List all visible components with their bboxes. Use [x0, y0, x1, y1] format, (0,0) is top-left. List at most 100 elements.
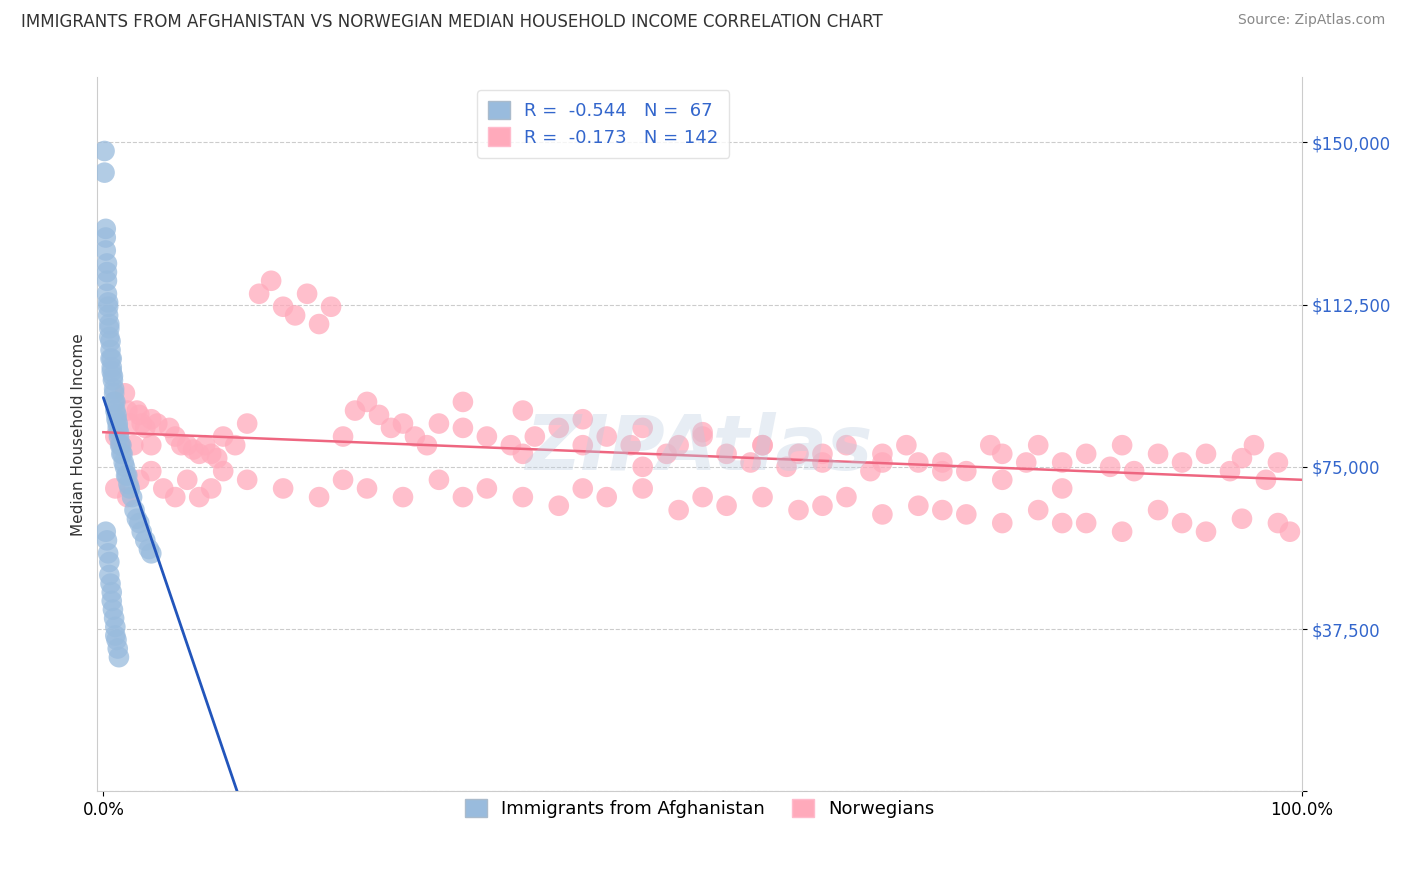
Point: [835, 490, 858, 504]
Point: [146, 417, 169, 431]
Point: [117, 403, 139, 417]
Point: [811, 499, 834, 513]
Point: [96, 274, 118, 288]
Point: [194, 438, 217, 452]
Point: [475, 429, 498, 443]
Point: [571, 438, 593, 452]
Point: [668, 503, 690, 517]
Point: [872, 455, 894, 469]
Point: [98, 568, 121, 582]
Point: [134, 533, 156, 548]
Point: [97, 295, 120, 310]
Point: [104, 620, 127, 634]
Point: [1050, 482, 1073, 496]
Point: [105, 408, 128, 422]
Point: [125, 512, 148, 526]
Point: [108, 429, 131, 443]
Point: [107, 641, 129, 656]
Point: [1219, 464, 1241, 478]
Point: [105, 412, 128, 426]
Point: [181, 442, 204, 457]
Point: [751, 438, 773, 452]
Point: [93, 166, 115, 180]
Point: [128, 473, 150, 487]
Point: [1267, 516, 1289, 530]
Point: [416, 438, 439, 452]
Point: [751, 490, 773, 504]
Point: [260, 274, 283, 288]
Point: [114, 386, 136, 401]
Point: [236, 417, 259, 431]
Point: [108, 425, 131, 440]
Point: [112, 455, 135, 469]
Point: [1099, 459, 1122, 474]
Point: [118, 417, 141, 431]
Point: [668, 438, 690, 452]
Point: [141, 464, 163, 478]
Point: [96, 256, 118, 270]
Point: [176, 473, 198, 487]
Point: [200, 482, 222, 496]
Point: [236, 473, 259, 487]
Point: [125, 403, 148, 417]
Point: [96, 286, 118, 301]
Point: [1254, 473, 1277, 487]
Point: [655, 447, 678, 461]
Point: [344, 403, 367, 417]
Point: [716, 499, 738, 513]
Point: [205, 451, 228, 466]
Point: [101, 602, 124, 616]
Point: [100, 351, 122, 366]
Point: [100, 594, 122, 608]
Point: [859, 464, 882, 478]
Point: [451, 421, 474, 435]
Point: [104, 482, 127, 496]
Point: [131, 417, 153, 431]
Point: [107, 421, 129, 435]
Point: [100, 365, 122, 379]
Point: [896, 438, 918, 452]
Point: [165, 429, 187, 443]
Text: Source: ZipAtlas.com: Source: ZipAtlas.com: [1237, 13, 1385, 28]
Point: [740, 455, 762, 469]
Point: [247, 286, 270, 301]
Point: [1278, 524, 1301, 539]
Point: [105, 632, 128, 647]
Point: [547, 499, 569, 513]
Point: [141, 412, 163, 426]
Point: [94, 222, 117, 236]
Point: [991, 473, 1014, 487]
Point: [751, 438, 773, 452]
Point: [100, 334, 122, 349]
Point: [775, 459, 797, 474]
Point: [512, 403, 534, 417]
Point: [100, 360, 122, 375]
Text: ZIPAtlas: ZIPAtlas: [526, 411, 873, 485]
Point: [124, 503, 146, 517]
Point: [104, 403, 127, 417]
Point: [1147, 447, 1170, 461]
Point: [97, 546, 120, 560]
Point: [716, 447, 738, 461]
Point: [157, 421, 180, 435]
Point: [811, 455, 834, 469]
Point: [170, 438, 193, 452]
Point: [103, 611, 125, 625]
Point: [1230, 512, 1253, 526]
Point: [380, 421, 402, 435]
Point: [118, 482, 141, 496]
Point: [787, 503, 810, 517]
Point: [392, 490, 415, 504]
Point: [1195, 524, 1218, 539]
Point: [1026, 438, 1049, 452]
Point: [284, 309, 307, 323]
Point: [1147, 503, 1170, 517]
Point: [1050, 455, 1073, 469]
Point: [138, 541, 160, 556]
Point: [356, 482, 378, 496]
Point: [188, 490, 211, 504]
Point: [134, 421, 156, 435]
Point: [475, 482, 498, 496]
Point: [108, 650, 131, 665]
Legend: Immigrants from Afghanistan, Norwegians: Immigrants from Afghanistan, Norwegians: [458, 791, 942, 825]
